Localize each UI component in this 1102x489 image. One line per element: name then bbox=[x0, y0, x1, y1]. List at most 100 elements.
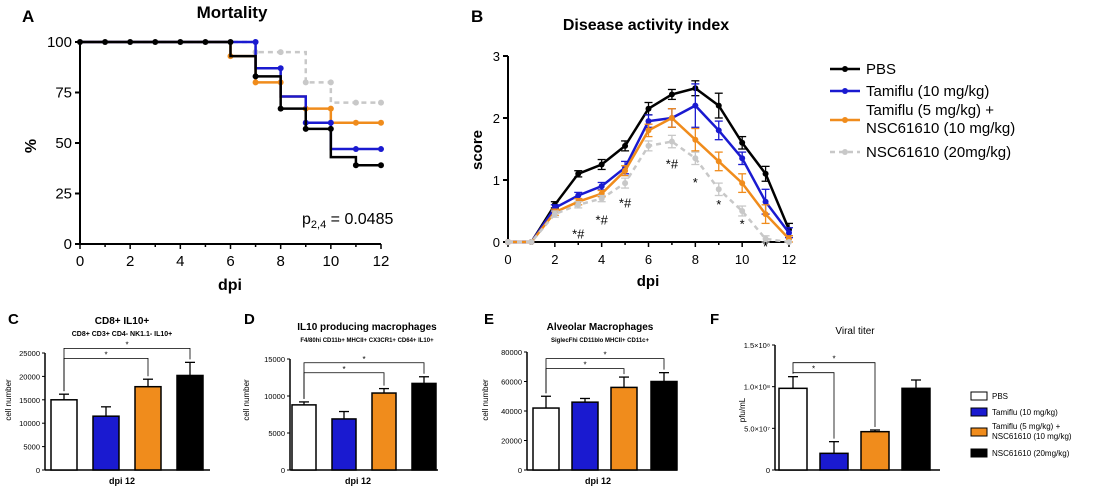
legend-label-tamiflu5-nsc: Tamiflu (5 mg/kg) + bbox=[866, 102, 994, 119]
y-tick-label: 40000 bbox=[501, 407, 522, 416]
series-tamiflu5_nsc-point bbox=[252, 79, 259, 86]
bar-tamiflu5-nsc bbox=[134, 385, 162, 471]
y-tick-label: 5.0×10⁷ bbox=[744, 424, 770, 433]
x-tick-label: 8 bbox=[276, 253, 284, 270]
series-tamiflu5_nsc-point bbox=[327, 105, 334, 112]
legend-label-pbs: PBS bbox=[992, 392, 1008, 401]
bar-nsc20 bbox=[176, 374, 204, 471]
y-tick-label: 15000 bbox=[19, 396, 40, 405]
panel-e-alveolar-macrophages-chart: E Alveolar Macrophages SiglecFhi CD11blo… bbox=[481, 311, 678, 486]
panel-c-cd8-il10-chart: C CD8+ IL10+ CD8+ CD3+ CD4- NK1.1- IL10+… bbox=[4, 311, 210, 486]
significance-star: * bbox=[125, 340, 128, 349]
bar-tamiflu10 bbox=[571, 401, 599, 471]
y-axis-label: cell number bbox=[4, 379, 13, 421]
panel-label-f: F bbox=[710, 311, 719, 328]
legend-label-tamiflu5-nsc-line2: NSC61610 (10 mg/kg) bbox=[866, 120, 1015, 137]
series-nsc20-line bbox=[508, 140, 790, 244]
y-tick-label: 1 bbox=[493, 173, 500, 188]
significance-bracket bbox=[63, 347, 191, 392]
series-pbs-point bbox=[378, 162, 384, 169]
panel-label-a: A bbox=[22, 7, 34, 26]
y-tick-label: 25000 bbox=[19, 349, 40, 358]
chart-title: CD8+ IL10+ bbox=[95, 316, 150, 327]
bar-pbs bbox=[532, 407, 560, 471]
series-tamiflu10-point bbox=[715, 127, 722, 134]
bar-nsc20 bbox=[411, 382, 437, 471]
chart-title: IL10 producing macrophages bbox=[297, 322, 437, 333]
chart-title: Alveolar Macrophages bbox=[547, 322, 654, 333]
series-nsc20-point bbox=[575, 201, 582, 208]
x-tick-label: 0 bbox=[76, 253, 84, 270]
significance-star: * bbox=[812, 365, 815, 374]
legend-bar-charts: PBS Tamiflu (10 mg/kg) Tamiflu (5 mg/kg)… bbox=[970, 391, 1072, 458]
chart-title-mortality: Mortality bbox=[197, 3, 268, 22]
series-pbs-point bbox=[177, 39, 184, 45]
series-pbs-point bbox=[575, 170, 582, 177]
bar-tamiflu10 bbox=[331, 418, 357, 471]
significance-bracket bbox=[303, 362, 425, 399]
legend-label-tamiflu5-nsc: Tamiflu (5 mg/kg) + bbox=[992, 422, 1061, 431]
series-pbs-point bbox=[622, 142, 629, 149]
y-tick-label: 1.5×10⁸ bbox=[744, 341, 770, 350]
legend-marker-nsc20 bbox=[842, 149, 848, 155]
panel-label-b: B bbox=[471, 7, 483, 26]
p-subscript: 2,4 bbox=[311, 219, 326, 231]
series-tamiflu10-point bbox=[762, 198, 769, 205]
p-symbol: p bbox=[302, 211, 311, 228]
y-axis-label: cell number bbox=[481, 379, 490, 421]
y-tick-label: 25 bbox=[55, 186, 72, 203]
significance-star: * bbox=[342, 365, 345, 374]
series-tamiflu10-point bbox=[739, 155, 746, 162]
series-pbs-point bbox=[645, 105, 652, 112]
bar-tamiflu5-nsc bbox=[610, 386, 638, 471]
y-axis-label: pfu/mL bbox=[738, 397, 747, 422]
series-pbs-point bbox=[327, 125, 334, 132]
chart-subtitle: F4/80hi CD11b+ MHCII+ CX3CR1+ CD64+ IL10… bbox=[300, 338, 434, 344]
panel-b-disease-activity-chart: B Disease activity index score dpi 01230… bbox=[469, 7, 796, 290]
bar-tamiflu5-nsc bbox=[371, 392, 397, 471]
series-nsc20-point bbox=[528, 239, 535, 245]
legend-marker-tamiflu5-nsc bbox=[842, 117, 848, 123]
y-tick-label: 60000 bbox=[501, 378, 522, 387]
x-axis-label: dpi 12 bbox=[345, 476, 371, 486]
significance-marker: * bbox=[763, 239, 768, 254]
series-pbs-point bbox=[715, 102, 722, 109]
x-tick-label: 10 bbox=[735, 252, 749, 267]
series-tamiflu5_nsc-point bbox=[715, 158, 722, 165]
x-tick-label: 10 bbox=[322, 253, 339, 270]
series-nsc20-point bbox=[739, 208, 746, 214]
y-axis-label: score bbox=[469, 130, 486, 170]
series-pbs-point bbox=[152, 39, 159, 45]
x-tick-label: 6 bbox=[226, 253, 234, 270]
x-axis-label: dpi bbox=[218, 277, 242, 294]
legend-swatch-nsc20 bbox=[970, 448, 988, 458]
significance-bracket bbox=[792, 362, 876, 427]
y-tick-label: 5000 bbox=[268, 429, 285, 438]
series-pbs-point bbox=[352, 162, 359, 169]
series-pbs-point bbox=[277, 105, 284, 112]
y-tick-label: 50 bbox=[55, 135, 72, 152]
legend-label-pbs: PBS bbox=[866, 61, 896, 78]
series-nsc20-line bbox=[80, 40, 381, 104]
x-tick-label: 6 bbox=[645, 252, 652, 267]
series-nsc20-point bbox=[786, 239, 792, 245]
panel-d-il10-macrophages-chart: D IL10 producing macrophages F4/80hi CD1… bbox=[242, 311, 438, 486]
series-pbs-point bbox=[762, 170, 769, 177]
series-pbs-line bbox=[80, 40, 381, 167]
y-tick-label: 75 bbox=[55, 85, 72, 102]
chart-subtitle: SiglecFhi CD11blo MHCII+ CD11c+ bbox=[551, 338, 650, 344]
x-axis-label: dpi bbox=[637, 273, 660, 290]
x-tick-label: 12 bbox=[373, 253, 390, 270]
series-pbs-point bbox=[227, 39, 234, 45]
legend-line-charts: PBS Tamiflu (10 mg/kg) Tamiflu (5 mg/kg)… bbox=[830, 61, 1015, 161]
series-nsc20-point bbox=[762, 235, 769, 242]
series-pbs-point bbox=[302, 125, 309, 132]
significance-marker: *# bbox=[619, 196, 632, 211]
y-tick-label: 0 bbox=[281, 466, 285, 475]
y-tick-label: 100 bbox=[47, 34, 72, 51]
series-pbs-point bbox=[102, 39, 109, 45]
p-value: = 0.0485 bbox=[326, 211, 393, 228]
series-pbs-point bbox=[202, 39, 209, 45]
x-tick-label: 2 bbox=[126, 253, 134, 270]
panel-a-mortality-chart: A Mortality % dpi p2,4 = 0.0485 0 25 50 75 1… bbox=[22, 3, 393, 294]
